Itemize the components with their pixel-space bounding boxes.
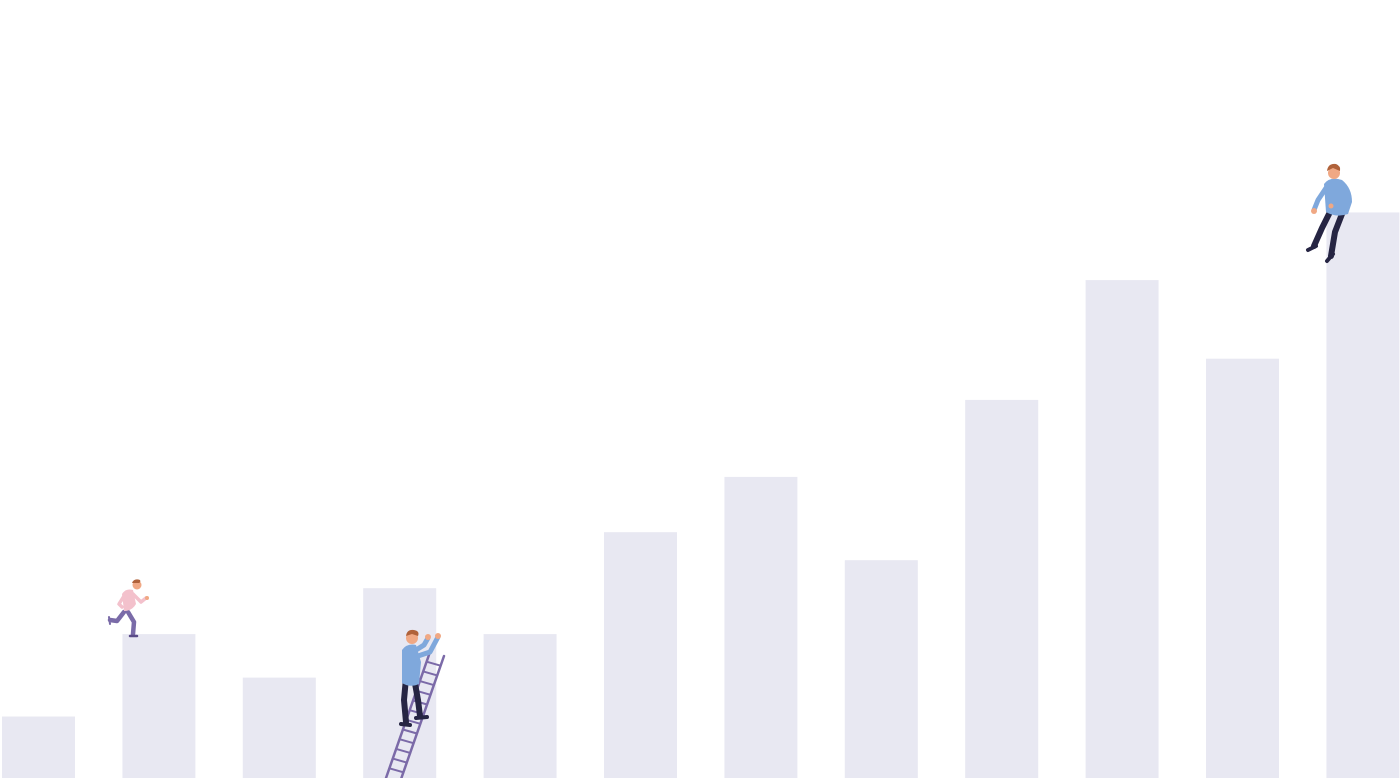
bar-3 <box>242 677 316 778</box>
bar-8 <box>844 560 918 778</box>
bar-7 <box>724 476 798 778</box>
bar-12 <box>1326 212 1400 778</box>
ladder-rung <box>418 680 435 687</box>
ladder-rung <box>401 728 418 735</box>
bars-group <box>2 212 1400 778</box>
climbing-person-figure <box>399 629 441 727</box>
ladder-rung <box>425 660 442 667</box>
bar-9 <box>965 399 1039 778</box>
bar-1 <box>2 716 75 778</box>
bar-2 <box>122 634 196 778</box>
bar-5 <box>483 634 557 778</box>
running-person-figure <box>107 579 149 638</box>
ladder-rung <box>388 767 405 774</box>
ladder-rung <box>398 738 415 745</box>
ladder-rung <box>391 757 408 764</box>
bar-10 <box>1085 280 1159 778</box>
ladder-rung <box>395 747 412 754</box>
bar-11 <box>1206 358 1279 778</box>
bar-6 <box>604 532 677 778</box>
ladder-rung <box>422 670 439 677</box>
sitting-person-figure <box>1306 163 1352 263</box>
